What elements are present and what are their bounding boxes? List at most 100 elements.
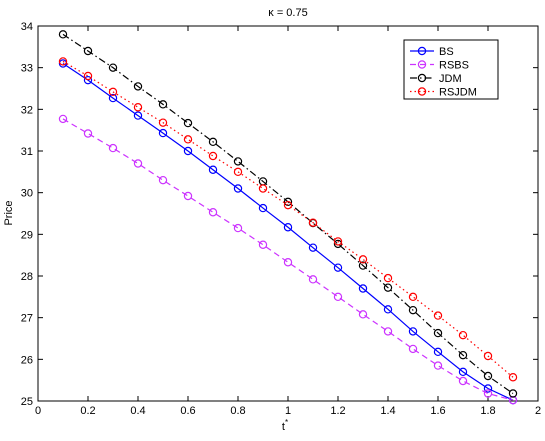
data-point-jdm bbox=[108, 63, 118, 72]
data-point-jdm bbox=[208, 137, 218, 147]
data-point-bs bbox=[183, 146, 193, 156]
data-point-jdm bbox=[383, 283, 393, 292]
data-point-rsjdm bbox=[308, 218, 318, 227]
legend-marker bbox=[417, 60, 427, 69]
data-point-jdm bbox=[408, 305, 418, 315]
y-tick-label: 33 bbox=[21, 63, 33, 75]
data-point-rsbs bbox=[433, 361, 443, 370]
data-point-bs bbox=[283, 223, 293, 232]
data-point-rsbs bbox=[58, 114, 68, 124]
data-point-jdm bbox=[458, 350, 468, 360]
data-point-jdm bbox=[158, 100, 168, 109]
legend-label: JDM bbox=[439, 73, 462, 85]
data-point-rsbs bbox=[333, 292, 343, 302]
data-point-rsbs bbox=[358, 310, 368, 319]
x-tick-label: 1.4 bbox=[380, 405, 395, 417]
legend-marker bbox=[417, 87, 427, 96]
data-point-rsjdm bbox=[183, 135, 193, 144]
data-point-rsbs bbox=[283, 258, 293, 267]
data-point-jdm bbox=[508, 389, 518, 398]
legend-entry-bs: BS bbox=[410, 46, 454, 58]
chart-title: κ = 0.75 bbox=[268, 7, 307, 19]
data-point-bs bbox=[333, 263, 343, 272]
data-point-rsbs bbox=[258, 240, 268, 249]
data-point-jdm bbox=[358, 261, 368, 270]
legend-marker bbox=[417, 73, 427, 83]
x-tick-label: 1.6 bbox=[430, 405, 445, 417]
legend-marker bbox=[417, 46, 427, 56]
data-point-rsbs bbox=[83, 129, 93, 138]
data-point-rsbs bbox=[208, 208, 218, 217]
legend-entry-rsjdm: RSJDM bbox=[410, 87, 477, 99]
data-point-rsbs bbox=[108, 143, 118, 153]
data-point-bs bbox=[308, 243, 318, 252]
x-tick-label: 0 bbox=[35, 405, 41, 417]
data-point-rsjdm bbox=[333, 237, 343, 246]
series-rsbs bbox=[58, 114, 518, 405]
data-point-rsbs bbox=[458, 376, 468, 386]
data-point-rsjdm bbox=[58, 57, 68, 66]
data-point-bs bbox=[433, 347, 443, 357]
series-rsjdm bbox=[58, 57, 518, 382]
data-point-bs bbox=[108, 93, 118, 103]
x-tick-label: 0.2 bbox=[80, 405, 95, 417]
data-point-rsjdm bbox=[508, 373, 518, 382]
y-tick-label: 28 bbox=[21, 271, 33, 283]
y-tick-label: 26 bbox=[21, 354, 33, 366]
legend-entry-rsbs: RSBS bbox=[410, 60, 469, 72]
data-point-jdm bbox=[133, 82, 143, 91]
data-point-bs bbox=[133, 111, 143, 120]
data-point-jdm bbox=[83, 46, 93, 56]
data-point-rsjdm bbox=[433, 311, 443, 320]
x-tick-label: 0.6 bbox=[180, 405, 195, 417]
data-point-jdm bbox=[233, 157, 243, 166]
data-point-rsjdm bbox=[358, 255, 368, 264]
data-point-rsbs bbox=[133, 159, 143, 168]
data-point-rsjdm bbox=[108, 87, 118, 97]
data-point-jdm bbox=[283, 197, 293, 207]
data-point-jdm bbox=[183, 118, 193, 128]
data-point-rsjdm bbox=[133, 103, 143, 112]
data-point-rsjdm bbox=[233, 167, 243, 177]
x-tick-label: 1 bbox=[285, 405, 291, 417]
data-point-rsbs bbox=[408, 344, 418, 354]
x-tick-label: 1.2 bbox=[330, 405, 345, 417]
y-tick-label: 30 bbox=[21, 188, 33, 200]
data-point-rsjdm bbox=[83, 71, 93, 81]
data-point-jdm bbox=[483, 371, 493, 381]
x-axis-label: t* bbox=[282, 418, 288, 433]
data-point-rsjdm bbox=[258, 184, 268, 193]
data-point-rsbs bbox=[183, 191, 193, 201]
data-point-rsjdm bbox=[408, 292, 418, 302]
data-point-jdm bbox=[433, 328, 443, 338]
x-tick-label: 0.8 bbox=[230, 405, 245, 417]
data-point-rsjdm bbox=[283, 200, 293, 210]
data-point-jdm bbox=[58, 30, 68, 39]
data-point-bs bbox=[358, 284, 368, 293]
series-line-bs bbox=[62, 63, 514, 401]
legend-label: RSBS bbox=[439, 60, 469, 72]
y-axis-label: Price bbox=[3, 200, 15, 225]
data-point-bs bbox=[258, 203, 268, 213]
y-tick-label: 34 bbox=[21, 21, 33, 33]
data-point-rsbs bbox=[158, 175, 168, 185]
legend-entry-jdm: JDM bbox=[410, 73, 462, 85]
y-tick-label: 31 bbox=[21, 146, 33, 158]
data-point-rsbs bbox=[308, 275, 318, 284]
data-point-bs bbox=[483, 384, 493, 393]
y-tick-label: 32 bbox=[21, 104, 33, 116]
x-tick-label: 0.4 bbox=[130, 405, 145, 417]
data-point-bs bbox=[233, 184, 243, 193]
data-point-rsjdm bbox=[383, 273, 393, 283]
y-tick-label: 27 bbox=[21, 313, 33, 325]
data-point-rsbs bbox=[233, 223, 243, 233]
data-point-bs bbox=[383, 305, 393, 314]
data-point-bs bbox=[158, 128, 168, 138]
data-point-rsjdm bbox=[458, 330, 468, 340]
data-point-bs bbox=[408, 327, 418, 336]
y-tick-label: 29 bbox=[21, 229, 33, 241]
data-point-bs bbox=[208, 165, 218, 174]
data-point-bs bbox=[83, 75, 93, 85]
